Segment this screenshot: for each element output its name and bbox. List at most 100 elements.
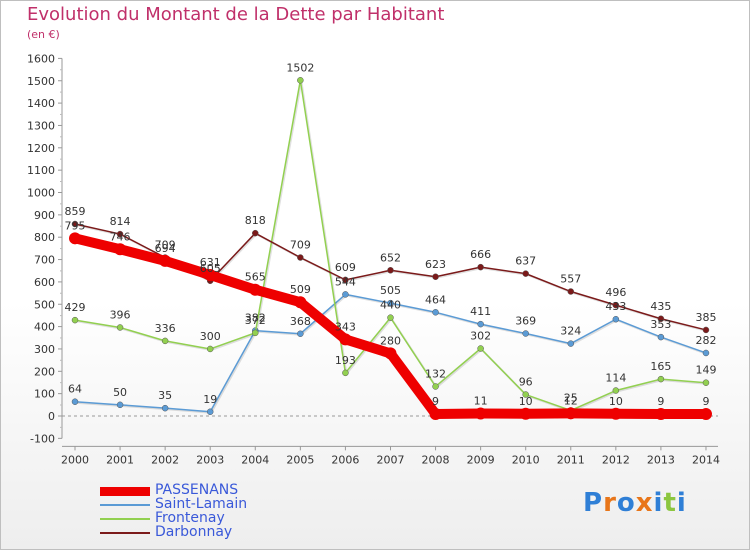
data-label: 505 (380, 284, 401, 297)
y-tick-label: 500 (34, 298, 55, 311)
data-point (71, 316, 79, 324)
y-tick-label: 0 (48, 410, 55, 423)
data-label: 429 (65, 301, 86, 314)
y-tick-label: 400 (34, 321, 55, 334)
x-tick-label: 2007 (376, 453, 404, 466)
data-point (702, 349, 710, 357)
data-label: 324 (560, 325, 581, 338)
y-tick-label: 1000 (27, 187, 55, 200)
data-point (567, 340, 575, 347)
data-point (297, 77, 304, 84)
logo-letter: i (676, 488, 687, 518)
data-point (474, 407, 487, 420)
x-tick-label: 2006 (331, 453, 359, 466)
data-label: 433 (605, 300, 626, 313)
chart-subtitle: (en €) (27, 28, 60, 41)
data-point (161, 337, 169, 345)
data-label: 464 (425, 293, 446, 306)
x-tick-label: 2014 (692, 453, 720, 466)
data-label: 149 (695, 364, 716, 377)
data-point (564, 407, 577, 420)
y-tick-label: -100 (30, 432, 55, 445)
legend-label: Darbonnay (155, 524, 233, 540)
x-tick-label: 2008 (422, 453, 450, 466)
data-point (206, 408, 214, 416)
y-tick-label: 700 (34, 254, 55, 267)
data-point (161, 404, 169, 412)
data-point (429, 407, 442, 420)
data-point (71, 398, 79, 405)
data-label: 623 (425, 258, 446, 271)
data-label: 814 (110, 215, 131, 228)
data-label: 1502 (286, 61, 314, 74)
data-label: 709 (290, 239, 311, 252)
data-label: 193 (335, 354, 356, 367)
data-point (699, 407, 712, 420)
data-label: 343 (335, 320, 356, 333)
x-tick-label: 2011 (557, 453, 585, 466)
data-point (206, 345, 214, 353)
data-label: 372 (245, 314, 266, 327)
data-point (297, 330, 304, 338)
data-point (387, 299, 394, 307)
data-point (342, 369, 349, 377)
data-label: 435 (650, 300, 671, 313)
data-label: 114 (605, 372, 626, 385)
data-label: 9 (657, 395, 664, 408)
data-label: 336 (155, 322, 176, 335)
data-label: 396 (110, 308, 131, 321)
data-point (387, 267, 394, 274)
legend-label: Frontenay (155, 510, 225, 526)
data-point (567, 288, 575, 295)
data-point (609, 407, 622, 420)
y-tick-label: 200 (34, 365, 55, 378)
data-label: 652 (380, 251, 401, 264)
logo-letter: o (616, 488, 636, 518)
logo-letter: i (653, 488, 664, 518)
data-point (387, 314, 394, 321)
y-tick-label: 1300 (27, 119, 55, 132)
data-point (252, 329, 259, 337)
data-label: 132 (425, 367, 446, 380)
data-point (612, 301, 620, 309)
data-label: 709 (155, 239, 176, 252)
y-tick-label: 900 (34, 209, 55, 222)
data-point (519, 407, 532, 420)
logo-letter: t (663, 488, 677, 518)
x-tick-label: 2005 (286, 453, 314, 466)
data-label: 353 (650, 318, 671, 331)
logo-letter: r (603, 488, 617, 518)
data-point (657, 375, 665, 383)
chart-title: Evolution du Montant de la Dette par Hab… (27, 4, 445, 25)
data-label: 605 (200, 262, 221, 275)
data-label: 609 (335, 261, 356, 274)
x-tick-label: 2004 (241, 453, 269, 466)
data-point (116, 324, 124, 331)
legend-swatch (100, 504, 150, 506)
x-tick-label: 2010 (512, 453, 540, 466)
data-point (297, 254, 304, 261)
data-label: 10 (519, 395, 533, 408)
data-label: 9 (432, 395, 439, 408)
data-point (432, 309, 439, 316)
data-point (116, 230, 124, 238)
y-tick-label: 1100 (27, 164, 55, 177)
data-label: 64 (68, 383, 82, 396)
data-point (477, 345, 484, 352)
data-point (477, 263, 484, 271)
x-tick-label: 2002 (151, 453, 179, 466)
data-point (342, 276, 349, 284)
data-point (69, 232, 81, 245)
data-point (702, 326, 710, 334)
data-label: 818 (245, 214, 266, 227)
data-label: 666 (470, 248, 491, 261)
data-label: 496 (605, 286, 626, 299)
x-tick-label: 2003 (196, 453, 224, 466)
data-point (384, 347, 397, 360)
proxiti-logo: Proxiti (583, 488, 687, 518)
data-label: 19 (203, 393, 217, 406)
data-label: 368 (290, 315, 311, 328)
data-label: 544 (335, 275, 356, 288)
data-label: 565 (245, 271, 266, 284)
